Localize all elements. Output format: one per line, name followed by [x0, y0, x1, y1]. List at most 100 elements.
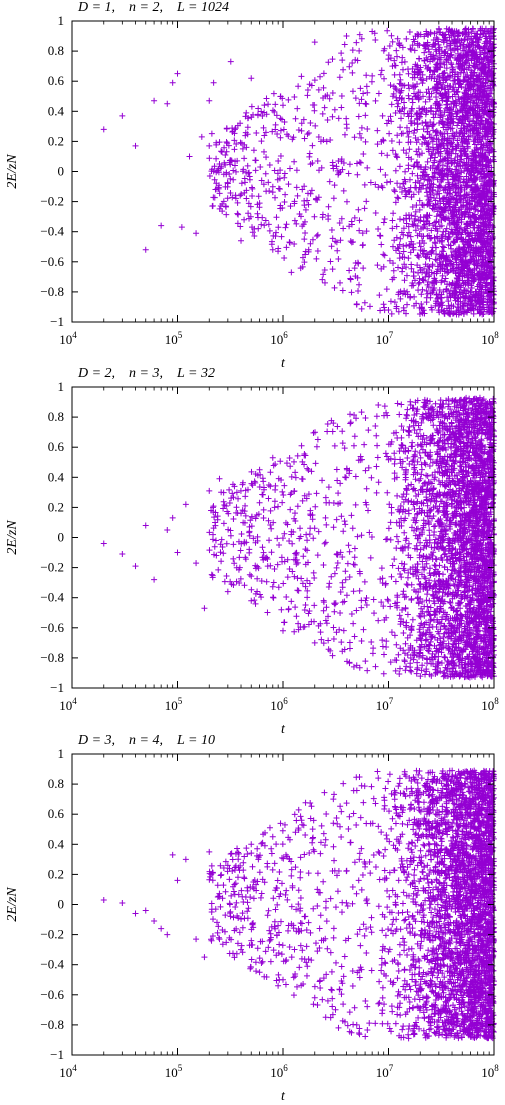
data-point — [484, 237, 491, 244]
data-point — [418, 106, 425, 113]
data-point — [433, 89, 440, 96]
data-point — [393, 519, 400, 526]
data-point — [212, 186, 219, 193]
data-point — [472, 89, 479, 96]
data-point — [418, 76, 425, 83]
data-point — [277, 167, 284, 174]
data-point — [423, 287, 430, 294]
data-point — [355, 260, 362, 267]
data-point — [217, 203, 224, 210]
data-point — [281, 199, 288, 206]
data-point — [423, 472, 430, 479]
data-point — [211, 163, 218, 170]
data-point — [435, 149, 442, 156]
data-point — [432, 240, 439, 247]
data-point — [448, 61, 455, 68]
data-point — [427, 119, 434, 126]
data-point — [443, 37, 450, 44]
data-point — [351, 265, 358, 272]
data-point — [406, 215, 413, 222]
y-tick-label: 0.4 — [48, 103, 65, 118]
data-point — [277, 115, 284, 122]
data-point — [216, 139, 223, 146]
data-point — [314, 231, 321, 238]
data-point — [427, 30, 434, 37]
data-point — [415, 146, 422, 153]
data-point — [444, 190, 451, 197]
data-point — [366, 303, 373, 310]
data-point — [461, 294, 468, 301]
data-point — [263, 95, 270, 102]
data-point — [412, 222, 419, 229]
data-point — [476, 200, 483, 207]
data-point — [387, 298, 394, 305]
y-tick-label: −0.6 — [40, 254, 64, 269]
data-point — [158, 222, 165, 229]
data-point — [361, 181, 368, 188]
x-axis-label: t — [281, 356, 286, 371]
data-point — [394, 154, 401, 161]
data-point — [457, 284, 464, 291]
data-point — [440, 70, 447, 77]
data-point — [450, 213, 457, 220]
data-point — [451, 73, 458, 80]
data-point — [481, 104, 488, 111]
data-point — [338, 215, 345, 222]
data-point — [275, 248, 282, 255]
data-point — [435, 38, 442, 45]
data-point — [405, 70, 412, 77]
data-point — [408, 238, 415, 245]
data-point — [363, 72, 370, 79]
data-point — [100, 540, 107, 547]
data-point — [452, 270, 459, 277]
data-point — [388, 101, 395, 108]
data-point — [415, 280, 422, 287]
data-point — [392, 151, 399, 158]
data-point — [466, 277, 473, 284]
data-point — [436, 50, 443, 57]
data-point — [324, 117, 331, 124]
data-point — [425, 145, 432, 152]
data-point — [265, 221, 272, 228]
data-point — [432, 64, 439, 71]
data-point — [311, 213, 318, 220]
data-point — [319, 276, 326, 283]
data-point — [452, 239, 459, 246]
data-point — [411, 505, 418, 512]
data-point — [453, 265, 460, 272]
data-point — [428, 234, 435, 241]
data-point — [467, 258, 474, 265]
data-point — [249, 193, 256, 200]
data-point — [488, 146, 495, 153]
data-point — [255, 105, 262, 112]
data-point — [394, 53, 401, 60]
data-point — [355, 113, 362, 120]
data-point — [430, 287, 437, 294]
data-point — [316, 167, 323, 174]
data-point — [469, 25, 476, 32]
data-point — [309, 236, 316, 243]
data-point — [480, 173, 487, 180]
data-point — [392, 199, 399, 206]
data-point — [420, 250, 427, 257]
data-point — [424, 193, 431, 200]
data-point — [403, 272, 410, 279]
data-point — [249, 229, 256, 236]
data-point — [470, 99, 477, 106]
data-point — [485, 248, 492, 255]
data-point — [439, 272, 446, 279]
data-point — [463, 271, 470, 278]
data-point — [362, 112, 369, 119]
data-point — [397, 89, 404, 96]
data-point — [411, 162, 418, 169]
data-point — [472, 127, 479, 134]
data-point — [464, 145, 471, 152]
data-point — [455, 29, 462, 36]
data-point — [425, 173, 432, 180]
data-point — [470, 205, 477, 212]
data-point — [433, 128, 440, 135]
data-point — [396, 71, 403, 78]
data-point — [400, 66, 406, 73]
data-point — [427, 155, 434, 162]
